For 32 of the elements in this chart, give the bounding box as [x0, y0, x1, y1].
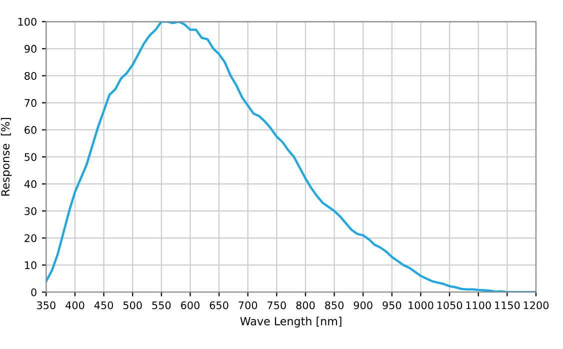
x-tick-label: 750	[268, 301, 286, 310]
x-tick-label: 800	[296, 301, 315, 310]
y-tick-label: 20	[24, 234, 36, 242]
x-tick-label: 950	[382, 301, 402, 310]
x-tick-label: 650	[210, 301, 228, 310]
y-tick-label: 60	[24, 126, 36, 134]
x-tick-label: 1100	[466, 301, 491, 310]
x-tick-label: 600	[181, 301, 200, 310]
y-tick-label: 30	[24, 207, 36, 216]
x-tick-label: 1200	[524, 301, 549, 310]
x-tick-label: 700	[238, 301, 258, 310]
y-tick-label: 100	[18, 18, 36, 26]
x-tick-label: 450	[94, 301, 114, 310]
y-tick-label: 0	[31, 288, 36, 296]
x-tick-label: 850	[325, 301, 344, 310]
x-tick-label: 900	[354, 301, 372, 310]
x-tick-label: 1050	[437, 301, 462, 310]
x-tick-label: 1000	[408, 301, 434, 310]
x-tick-label: 500	[123, 301, 142, 310]
y-tick-label: 70	[24, 99, 36, 107]
y-tick-label: 90	[24, 44, 36, 53]
y-axis-title: Response [%]	[0, 118, 12, 196]
y-tick-label: 80	[24, 72, 36, 80]
line-series	[46, 22, 536, 292]
x-tick-label: 1150	[495, 301, 520, 310]
x-tick-label: 550	[152, 301, 171, 310]
y-tick-label: 50	[24, 153, 36, 161]
x-tick-label: 400	[66, 301, 84, 310]
y-tick-label: 40	[24, 180, 36, 188]
x-tick-label: 350	[37, 301, 56, 310]
x-axis-title: Wave Length [nm]	[240, 316, 342, 328]
y-tick-label: 10	[25, 261, 36, 270]
